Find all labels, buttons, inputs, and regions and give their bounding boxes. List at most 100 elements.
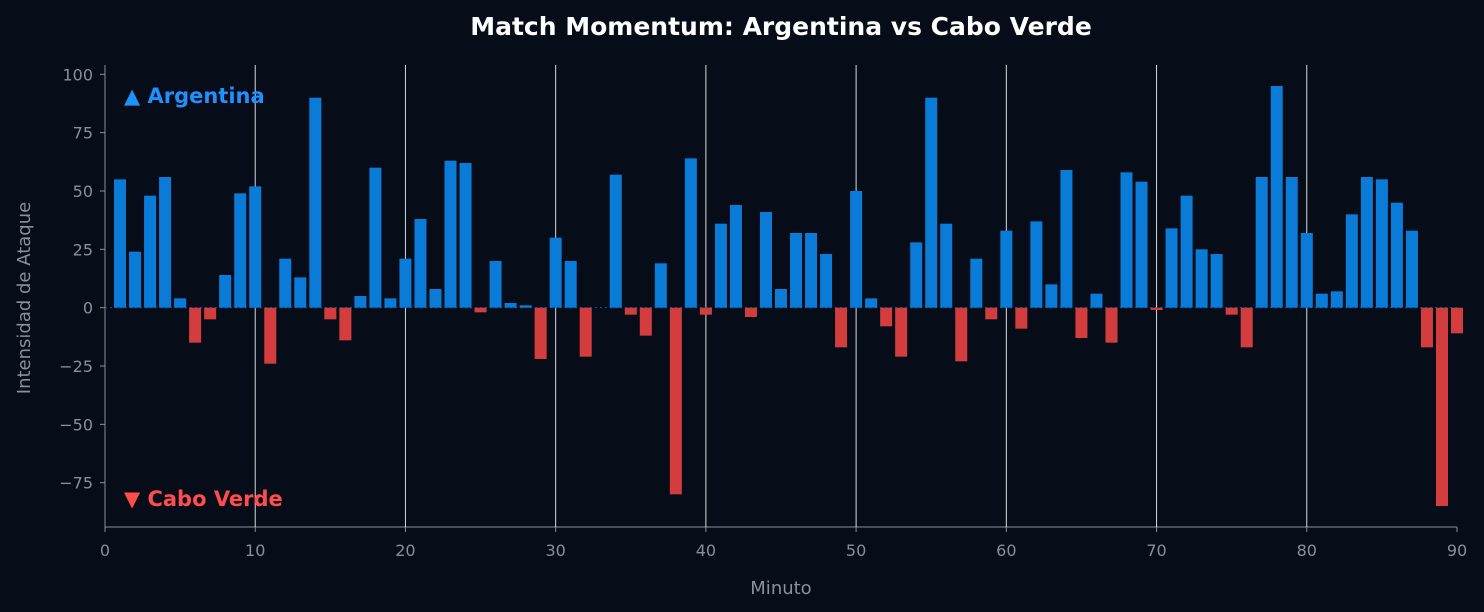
momentum-bar <box>234 193 247 308</box>
momentum-bar <box>1030 221 1043 308</box>
momentum-bar <box>369 167 382 308</box>
y-tick-label: 25 <box>73 240 93 259</box>
momentum-bar <box>264 307 277 364</box>
momentum-bar <box>279 258 292 308</box>
x-tick-label: 0 <box>100 541 110 560</box>
momentum-bar <box>1165 228 1178 308</box>
x-tick-label: 60 <box>996 541 1016 560</box>
momentum-bar <box>1360 177 1373 308</box>
momentum-bar <box>459 163 472 308</box>
momentum-bar <box>189 307 202 343</box>
momentum-bar <box>294 277 307 308</box>
momentum-bar <box>174 298 187 308</box>
momentum-bar <box>925 97 938 308</box>
momentum-bar <box>714 223 727 308</box>
x-tick-label: 40 <box>696 541 716 560</box>
momentum-bar <box>624 307 637 315</box>
momentum-bar <box>684 158 697 308</box>
momentum-bar <box>309 97 322 308</box>
momentum-bar <box>639 307 652 336</box>
momentum-bar <box>895 307 908 357</box>
momentum-bar <box>474 307 487 313</box>
momentum-bar <box>219 275 232 308</box>
momentum-bar <box>1105 307 1118 343</box>
momentum-bar <box>384 298 397 308</box>
momentum-bar <box>504 303 517 308</box>
momentum-bar <box>1435 307 1448 506</box>
momentum-bar <box>1195 249 1208 308</box>
x-axis-title: Minuto <box>750 578 811 599</box>
momentum-bar <box>1150 307 1163 310</box>
x-tick-label: 20 <box>395 541 415 560</box>
y-tick-label: −50 <box>59 415 93 434</box>
momentum-bar <box>1180 195 1193 308</box>
momentum-bar <box>774 289 788 308</box>
momentum-bar <box>519 305 532 308</box>
x-tick-label: 80 <box>1297 541 1317 560</box>
y-tick-label: 50 <box>73 182 93 201</box>
x-tick-label: 50 <box>846 541 866 560</box>
axes: −75 −50 −25 0 25 50 75 100 0 10 20 30 40 50 60 70 80 90 <box>59 65 1467 560</box>
momentum-bar <box>744 307 757 317</box>
momentum-bar <box>339 307 352 341</box>
momentum-bar <box>1420 307 1433 348</box>
momentum-bar <box>249 186 262 308</box>
momentum-bar <box>1300 233 1313 308</box>
momentum-bar <box>1000 230 1013 308</box>
momentum-bar <box>1240 307 1253 348</box>
momentum-bar <box>805 233 818 308</box>
momentum-bar <box>399 258 412 308</box>
momentum-bar <box>579 307 592 357</box>
momentum-bar <box>1135 181 1148 308</box>
momentum-bar <box>1315 293 1328 308</box>
team-label-argentina: ▲ Argentina <box>124 84 265 108</box>
y-tick-label: 0 <box>83 299 93 318</box>
momentum-bar <box>354 296 367 308</box>
momentum-bar <box>429 289 442 308</box>
momentum-bar <box>609 174 622 308</box>
y-axis-title: Intensidad de Ataque <box>14 202 35 394</box>
momentum-bar <box>865 298 878 308</box>
momentum-bar <box>1270 86 1283 308</box>
momentum-bar <box>204 307 217 320</box>
momentum-bar <box>1045 284 1058 308</box>
momentum-bar <box>729 205 742 308</box>
momentum-bar <box>1120 172 1133 308</box>
momentum-bar <box>1210 254 1223 308</box>
momentum-bar <box>534 307 547 359</box>
momentum-bar <box>414 219 427 308</box>
momentum-bar <box>669 307 682 495</box>
momentum-bar <box>1225 307 1238 315</box>
momentum-bar <box>654 263 667 308</box>
x-tick-label: 90 <box>1447 541 1467 560</box>
momentum-bar <box>1450 307 1464 334</box>
momentum-bar <box>880 307 893 327</box>
momentum-bar <box>1075 307 1088 338</box>
momentum-bars <box>105 86 1464 506</box>
momentum-bar <box>1390 202 1403 308</box>
momentum-bar <box>820 254 833 308</box>
momentum-bar <box>159 177 172 308</box>
momentum-bar <box>955 307 968 362</box>
y-tick-label: −25 <box>59 357 93 376</box>
momentum-bar <box>1090 293 1103 308</box>
momentum-bar <box>790 233 803 308</box>
x-tick-label: 70 <box>1146 541 1166 560</box>
momentum-bar <box>1375 179 1388 308</box>
momentum-bar <box>564 261 577 308</box>
y-tick-label: −75 <box>59 474 93 493</box>
momentum-bar <box>910 242 923 308</box>
momentum-bar <box>1255 177 1268 308</box>
team-label-cabo-verde: ▼ Cabo Verde <box>124 487 283 511</box>
momentum-bar <box>489 261 502 308</box>
momentum-bar <box>444 160 457 308</box>
momentum-bar <box>129 251 142 308</box>
momentum-bar <box>835 307 848 348</box>
momentum-bar <box>985 307 998 320</box>
momentum-bar <box>940 223 953 308</box>
momentum-bar <box>1015 307 1028 329</box>
momentum-bar <box>1405 230 1418 308</box>
momentum-bar <box>699 307 712 315</box>
